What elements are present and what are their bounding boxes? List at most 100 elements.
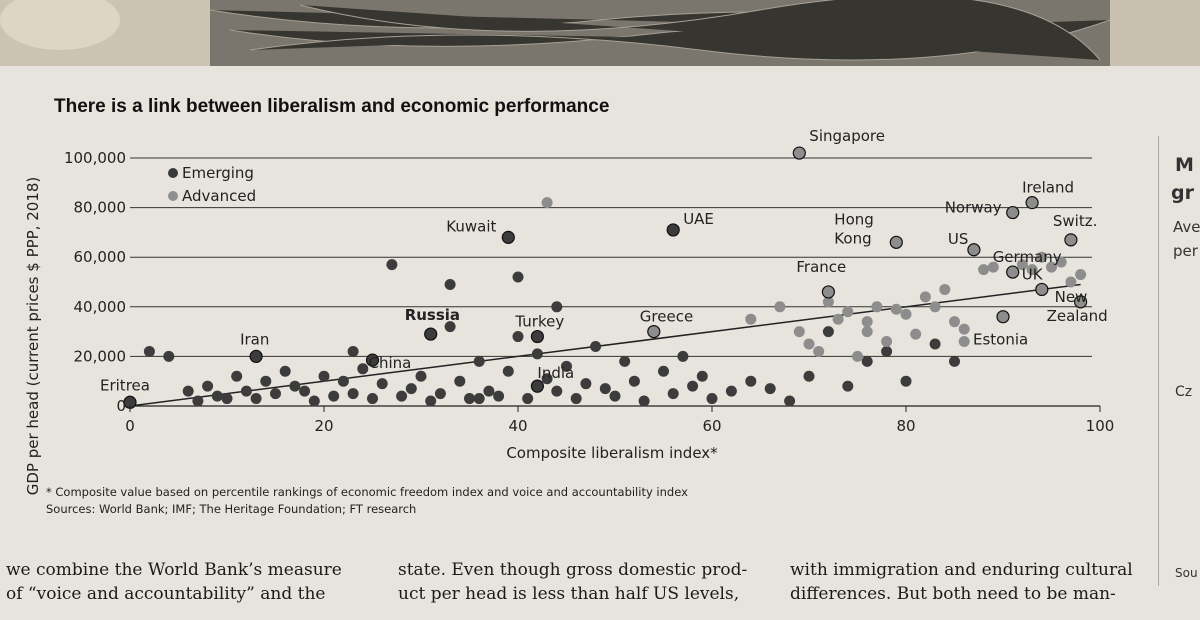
y-axis-label: GDP per head (current prices $ PPP, 2018… bbox=[24, 177, 42, 496]
advanced-point bbox=[832, 313, 844, 325]
legend-advanced-label: Advanced bbox=[182, 187, 256, 205]
advanced-point bbox=[929, 301, 941, 313]
y-tick-label: 100,000 bbox=[64, 149, 126, 167]
emerging-point bbox=[289, 380, 301, 392]
advanced-point bbox=[1055, 256, 1067, 268]
emerging-point bbox=[493, 390, 505, 402]
emerging-point bbox=[415, 370, 427, 382]
emerging-point bbox=[687, 380, 699, 392]
point-label: Turkey bbox=[514, 313, 564, 331]
advanced-point bbox=[541, 197, 553, 209]
emerging-point bbox=[619, 355, 631, 367]
point-label: Hong Kong bbox=[834, 210, 874, 247]
emerging-point bbox=[784, 395, 796, 407]
emerging-point bbox=[260, 375, 272, 387]
highlighted-point bbox=[967, 243, 981, 257]
emerging-point bbox=[551, 301, 563, 313]
x-tick-label: 20 bbox=[314, 417, 333, 435]
advanced-point bbox=[745, 313, 757, 325]
footnote: * Composite value based on percentile ra… bbox=[46, 485, 688, 499]
emerging-point bbox=[143, 345, 155, 357]
advanced-point bbox=[881, 336, 893, 348]
advanced-point bbox=[1016, 259, 1028, 271]
trendline bbox=[129, 283, 1081, 407]
axis-ticks: 0 20,000 40,000 60,000 80,000 100,000 0 20 40 60 8… bbox=[64, 149, 1114, 435]
emerging-point bbox=[541, 373, 553, 385]
x-axis-label: Composite liberalism index* bbox=[506, 444, 718, 462]
emerging-point bbox=[434, 388, 446, 400]
emerging-point bbox=[512, 331, 524, 343]
emerging-point bbox=[250, 393, 262, 405]
emerging-point bbox=[949, 355, 960, 367]
side-subtitle-1: Ave bbox=[1173, 218, 1200, 236]
data-points bbox=[123, 146, 1088, 409]
article-col1-line-2: of “voice and accountability” and the bbox=[6, 584, 326, 604]
y-tick-label: 0 bbox=[116, 397, 126, 415]
article-text: we combine the World Bank’s measure of “… bbox=[0, 552, 1200, 620]
emerging-point bbox=[822, 326, 834, 338]
emerging-point bbox=[464, 393, 475, 405]
advanced-point bbox=[813, 345, 825, 357]
advanced-point bbox=[803, 338, 815, 350]
point-label: France bbox=[796, 258, 846, 276]
highlighted-point bbox=[1035, 282, 1049, 297]
article-column-2: state. Even though gross domestic prod- … bbox=[398, 558, 773, 606]
point-label: UAE bbox=[683, 210, 714, 228]
point-label: India bbox=[537, 364, 574, 382]
highlighted-point bbox=[249, 349, 263, 363]
point-label: Singapore bbox=[809, 127, 885, 145]
article-col1-line-1: we combine the World Bank’s measure bbox=[6, 560, 342, 580]
emerging-point bbox=[347, 388, 359, 400]
highlighted-point bbox=[530, 329, 545, 344]
highlighted-point bbox=[1025, 196, 1039, 210]
emerging-point bbox=[328, 390, 340, 402]
advanced-point bbox=[793, 326, 805, 338]
highlighted-point bbox=[1006, 205, 1020, 220]
article-column-3: with immigration and enduring cultural d… bbox=[790, 558, 1190, 606]
emerging-point bbox=[299, 385, 311, 397]
emerging-point bbox=[842, 380, 854, 392]
point-label: Russia bbox=[405, 306, 460, 324]
advanced-point bbox=[871, 301, 883, 313]
emerging-point bbox=[725, 385, 737, 397]
x-tick-label: 100 bbox=[1086, 417, 1115, 435]
highlighted-point bbox=[792, 146, 806, 160]
emerging-point bbox=[337, 375, 349, 387]
emerging-point bbox=[522, 393, 534, 405]
emerging-point bbox=[376, 378, 388, 390]
highlighted-point bbox=[1064, 233, 1078, 247]
advanced-point bbox=[987, 261, 999, 273]
chart-panel: There is a link between liberalism and e… bbox=[0, 66, 1200, 620]
point-label: Kuwait bbox=[446, 217, 496, 235]
advanced-point bbox=[1065, 276, 1077, 288]
emerging-point bbox=[609, 390, 621, 402]
x-tick-label: 60 bbox=[702, 417, 721, 435]
highlighted-point bbox=[889, 235, 903, 249]
side-heading-1: M bbox=[1175, 154, 1194, 176]
advanced-point bbox=[939, 283, 951, 295]
advanced-point bbox=[958, 336, 970, 348]
emerging-point bbox=[512, 271, 524, 283]
scatter-chart: There is a link between liberalism and e… bbox=[24, 96, 1114, 516]
advanced-point bbox=[890, 303, 902, 315]
emerging-point bbox=[221, 393, 233, 405]
emerging-point bbox=[745, 375, 757, 387]
highlighted-point bbox=[1073, 295, 1088, 309]
y-tick-label: 40,000 bbox=[74, 298, 127, 316]
point-label: New Zealand bbox=[1047, 288, 1108, 325]
article-col3-line-1: with immigration and enduring cultural bbox=[790, 560, 1133, 580]
advanced-point bbox=[978, 264, 990, 276]
emerging-point bbox=[900, 375, 912, 387]
emerging-point bbox=[638, 395, 650, 407]
emerging-point bbox=[473, 355, 485, 367]
highlighted-point bbox=[501, 230, 515, 244]
highlighted-point bbox=[424, 327, 438, 341]
highlighted-point bbox=[1006, 265, 1020, 279]
emerging-point bbox=[454, 375, 466, 387]
advanced-point bbox=[919, 291, 931, 303]
point-label: US bbox=[948, 230, 969, 248]
photo-background-top bbox=[0, 0, 1200, 66]
emerging-point bbox=[425, 395, 437, 407]
emerging-point bbox=[551, 385, 563, 397]
article-col2-line-2: uct per head is less than half US levels… bbox=[398, 584, 740, 604]
